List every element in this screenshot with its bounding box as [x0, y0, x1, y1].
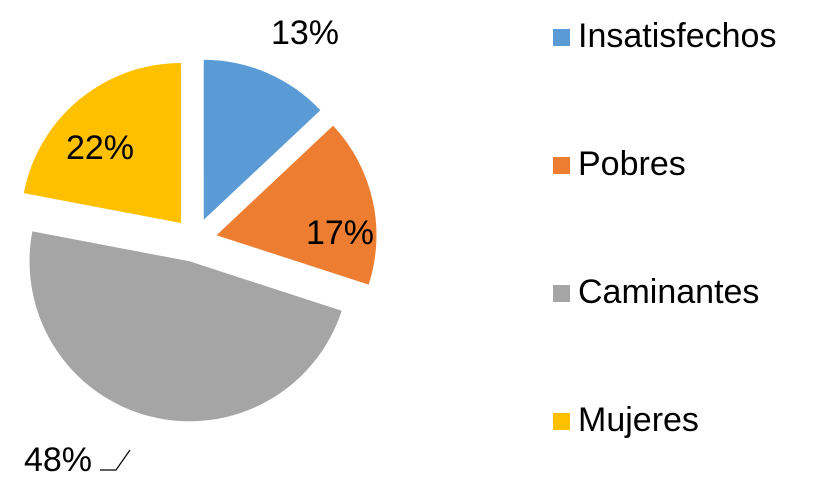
data-label: 17%	[306, 214, 374, 252]
legend-swatch	[553, 413, 570, 430]
data-label: 48%	[24, 441, 92, 477]
legend-label: Mujeres	[578, 401, 699, 439]
pie-slice	[23, 63, 181, 224]
legend-label: Insatisfechos	[578, 17, 776, 55]
leader-line	[100, 449, 131, 471]
pie-slice	[29, 231, 342, 422]
data-label: 22%	[66, 129, 134, 167]
legend-swatch	[553, 285, 570, 302]
legend-label: Pobres	[578, 145, 686, 183]
legend-label: Caminantes	[578, 273, 759, 311]
pie-slice	[216, 125, 377, 285]
legend-swatch	[553, 157, 570, 174]
pie-slice	[203, 59, 321, 220]
data-label: 13%	[271, 14, 339, 52]
legend-swatch	[553, 29, 570, 46]
